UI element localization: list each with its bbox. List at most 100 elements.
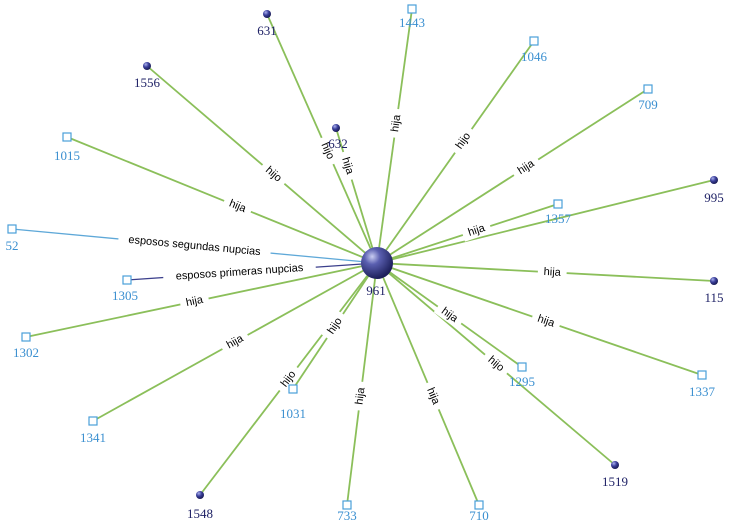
- node-115[interactable]: 115: [704, 277, 724, 305]
- node-1443[interactable]: 1443: [399, 4, 425, 30]
- edge-label-bg-710: [421, 380, 446, 413]
- edge-label-group-52: esposos segundas nupcias: [117, 231, 272, 261]
- edge-label-bg-709: [510, 153, 542, 181]
- edge-label-group-1341: hija: [219, 328, 251, 356]
- node-label-733: 733: [337, 508, 357, 523]
- node-label-1556: 1556: [134, 75, 161, 90]
- edge-label-632: hija: [339, 156, 356, 177]
- node-square-1357[interactable]: [553, 199, 563, 209]
- node-1357[interactable]: 1357: [545, 199, 572, 226]
- node-square-1046[interactable]: [529, 36, 539, 46]
- center-node-group[interactable]: 961: [361, 247, 393, 298]
- node-circle-1556[interactable]: [143, 62, 151, 70]
- edge-709: [376, 88, 649, 264]
- node-square-710[interactable]: [474, 500, 484, 510]
- node-709[interactable]: 709: [638, 84, 658, 112]
- node-label-115: 115: [704, 290, 723, 305]
- edge-label-group-115: hija: [537, 264, 567, 281]
- node-square-1443[interactable]: [407, 4, 417, 14]
- edge-label-group-1046: hijo: [449, 125, 478, 157]
- node-circle-632[interactable]: [332, 124, 340, 132]
- node-52[interactable]: 52: [6, 224, 19, 253]
- node-circle-1548[interactable]: [196, 491, 204, 499]
- edge-label-52: esposos segundas nupcias: [128, 234, 262, 258]
- node-label-1305: 1305: [112, 288, 138, 303]
- edge-label-group-1337: hija: [530, 309, 562, 333]
- edge-label-bg-632: [336, 149, 359, 182]
- center-node[interactable]: [361, 247, 393, 279]
- edge-label-1357: hija: [467, 222, 488, 239]
- edge-995: [376, 179, 715, 264]
- node-square-1302[interactable]: [21, 332, 31, 342]
- edge-1015: [66, 136, 378, 264]
- node-1337[interactable]: 1337: [689, 370, 716, 399]
- node-label-710: 710: [469, 508, 489, 523]
- node-label-1341: 1341: [80, 430, 106, 445]
- edge-label-group-1031: hijo: [321, 310, 349, 342]
- node-1046[interactable]: 1046: [521, 36, 548, 64]
- node-square-52[interactable]: [7, 224, 17, 234]
- edge-label-group-733: hija: [351, 380, 370, 412]
- node-square-1337[interactable]: [697, 370, 707, 380]
- node-631[interactable]: 631: [257, 10, 277, 38]
- edge-label-bg-1046: [449, 125, 478, 157]
- edge-label-bg-1031: [321, 310, 349, 342]
- edge-label-bg-1295: [433, 300, 466, 330]
- node-label-1337: 1337: [689, 384, 716, 399]
- node-label-1443: 1443: [399, 15, 425, 30]
- node-square-733[interactable]: [342, 500, 352, 510]
- edge-label-bg-1341: [219, 328, 251, 356]
- node-1519[interactable]: 1519: [602, 461, 628, 489]
- node-square-1295[interactable]: [517, 362, 527, 372]
- node-label-631: 631: [257, 23, 277, 38]
- node-label-1519: 1519: [602, 474, 628, 489]
- node-1556[interactable]: 1556: [134, 62, 161, 90]
- node-square-709[interactable]: [643, 84, 653, 94]
- edge-label-1305: esposos primeras nupcias: [175, 262, 304, 283]
- edge-label-bg-1443: [387, 108, 406, 139]
- edge-label-115: hija: [543, 266, 562, 279]
- node-733[interactable]: 733: [337, 500, 357, 523]
- edge-label-bg-115: [537, 264, 567, 281]
- node-710[interactable]: 710: [469, 500, 489, 523]
- nodes-layer: 631 1443 1046 1556 632 709 1015 995 1357 52 1305 11…: [6, 4, 724, 523]
- edge-1556: [146, 65, 378, 264]
- edge-label-bg-1015: [221, 194, 254, 219]
- node-square-1015[interactable]: [62, 132, 72, 142]
- edge-label-bg-1519: [480, 349, 512, 379]
- node-1302[interactable]: 1302: [13, 332, 39, 360]
- node-circle-995[interactable]: [710, 176, 718, 184]
- node-square-1031[interactable]: [288, 384, 298, 394]
- node-1548[interactable]: 1548: [187, 491, 213, 521]
- node-1305[interactable]: 1305: [112, 275, 138, 303]
- node-1295[interactable]: 1295: [509, 362, 535, 389]
- edge-label-bg-733: [351, 380, 370, 412]
- node-square-1305[interactable]: [122, 275, 132, 285]
- center-node-label: 961: [366, 283, 386, 298]
- edge-632: [335, 127, 378, 264]
- edge-label-bg-1556: [258, 159, 289, 190]
- node-circle-631[interactable]: [263, 10, 271, 18]
- edge-label-1337: hija: [536, 313, 557, 330]
- edge-label-bg-1305: [162, 260, 317, 285]
- edge-label-bg-1302: [178, 291, 211, 312]
- node-square-1341[interactable]: [88, 416, 98, 426]
- node-circle-1519[interactable]: [611, 461, 619, 469]
- node-1015[interactable]: 1015: [54, 132, 80, 163]
- edge-label-733: hija: [353, 386, 367, 405]
- node-label-1302: 1302: [13, 345, 39, 360]
- edge-label-bg-1548: [274, 363, 303, 395]
- edge-label-bg-1337: [530, 309, 562, 333]
- node-circle-115[interactable]: [710, 277, 718, 285]
- edge-label-group-632: hija: [336, 149, 359, 182]
- node-label-1295: 1295: [509, 374, 535, 389]
- node-995[interactable]: 995: [704, 176, 724, 205]
- node-1031[interactable]: 1031: [280, 384, 306, 421]
- edge-label-group-1443: hija: [387, 108, 406, 139]
- edge-label-group-1302: hija: [178, 291, 211, 312]
- node-632[interactable]: 632: [328, 124, 348, 151]
- node-label-632: 632: [328, 136, 348, 151]
- node-1341[interactable]: 1341: [80, 416, 106, 445]
- node-label-1046: 1046: [521, 49, 548, 64]
